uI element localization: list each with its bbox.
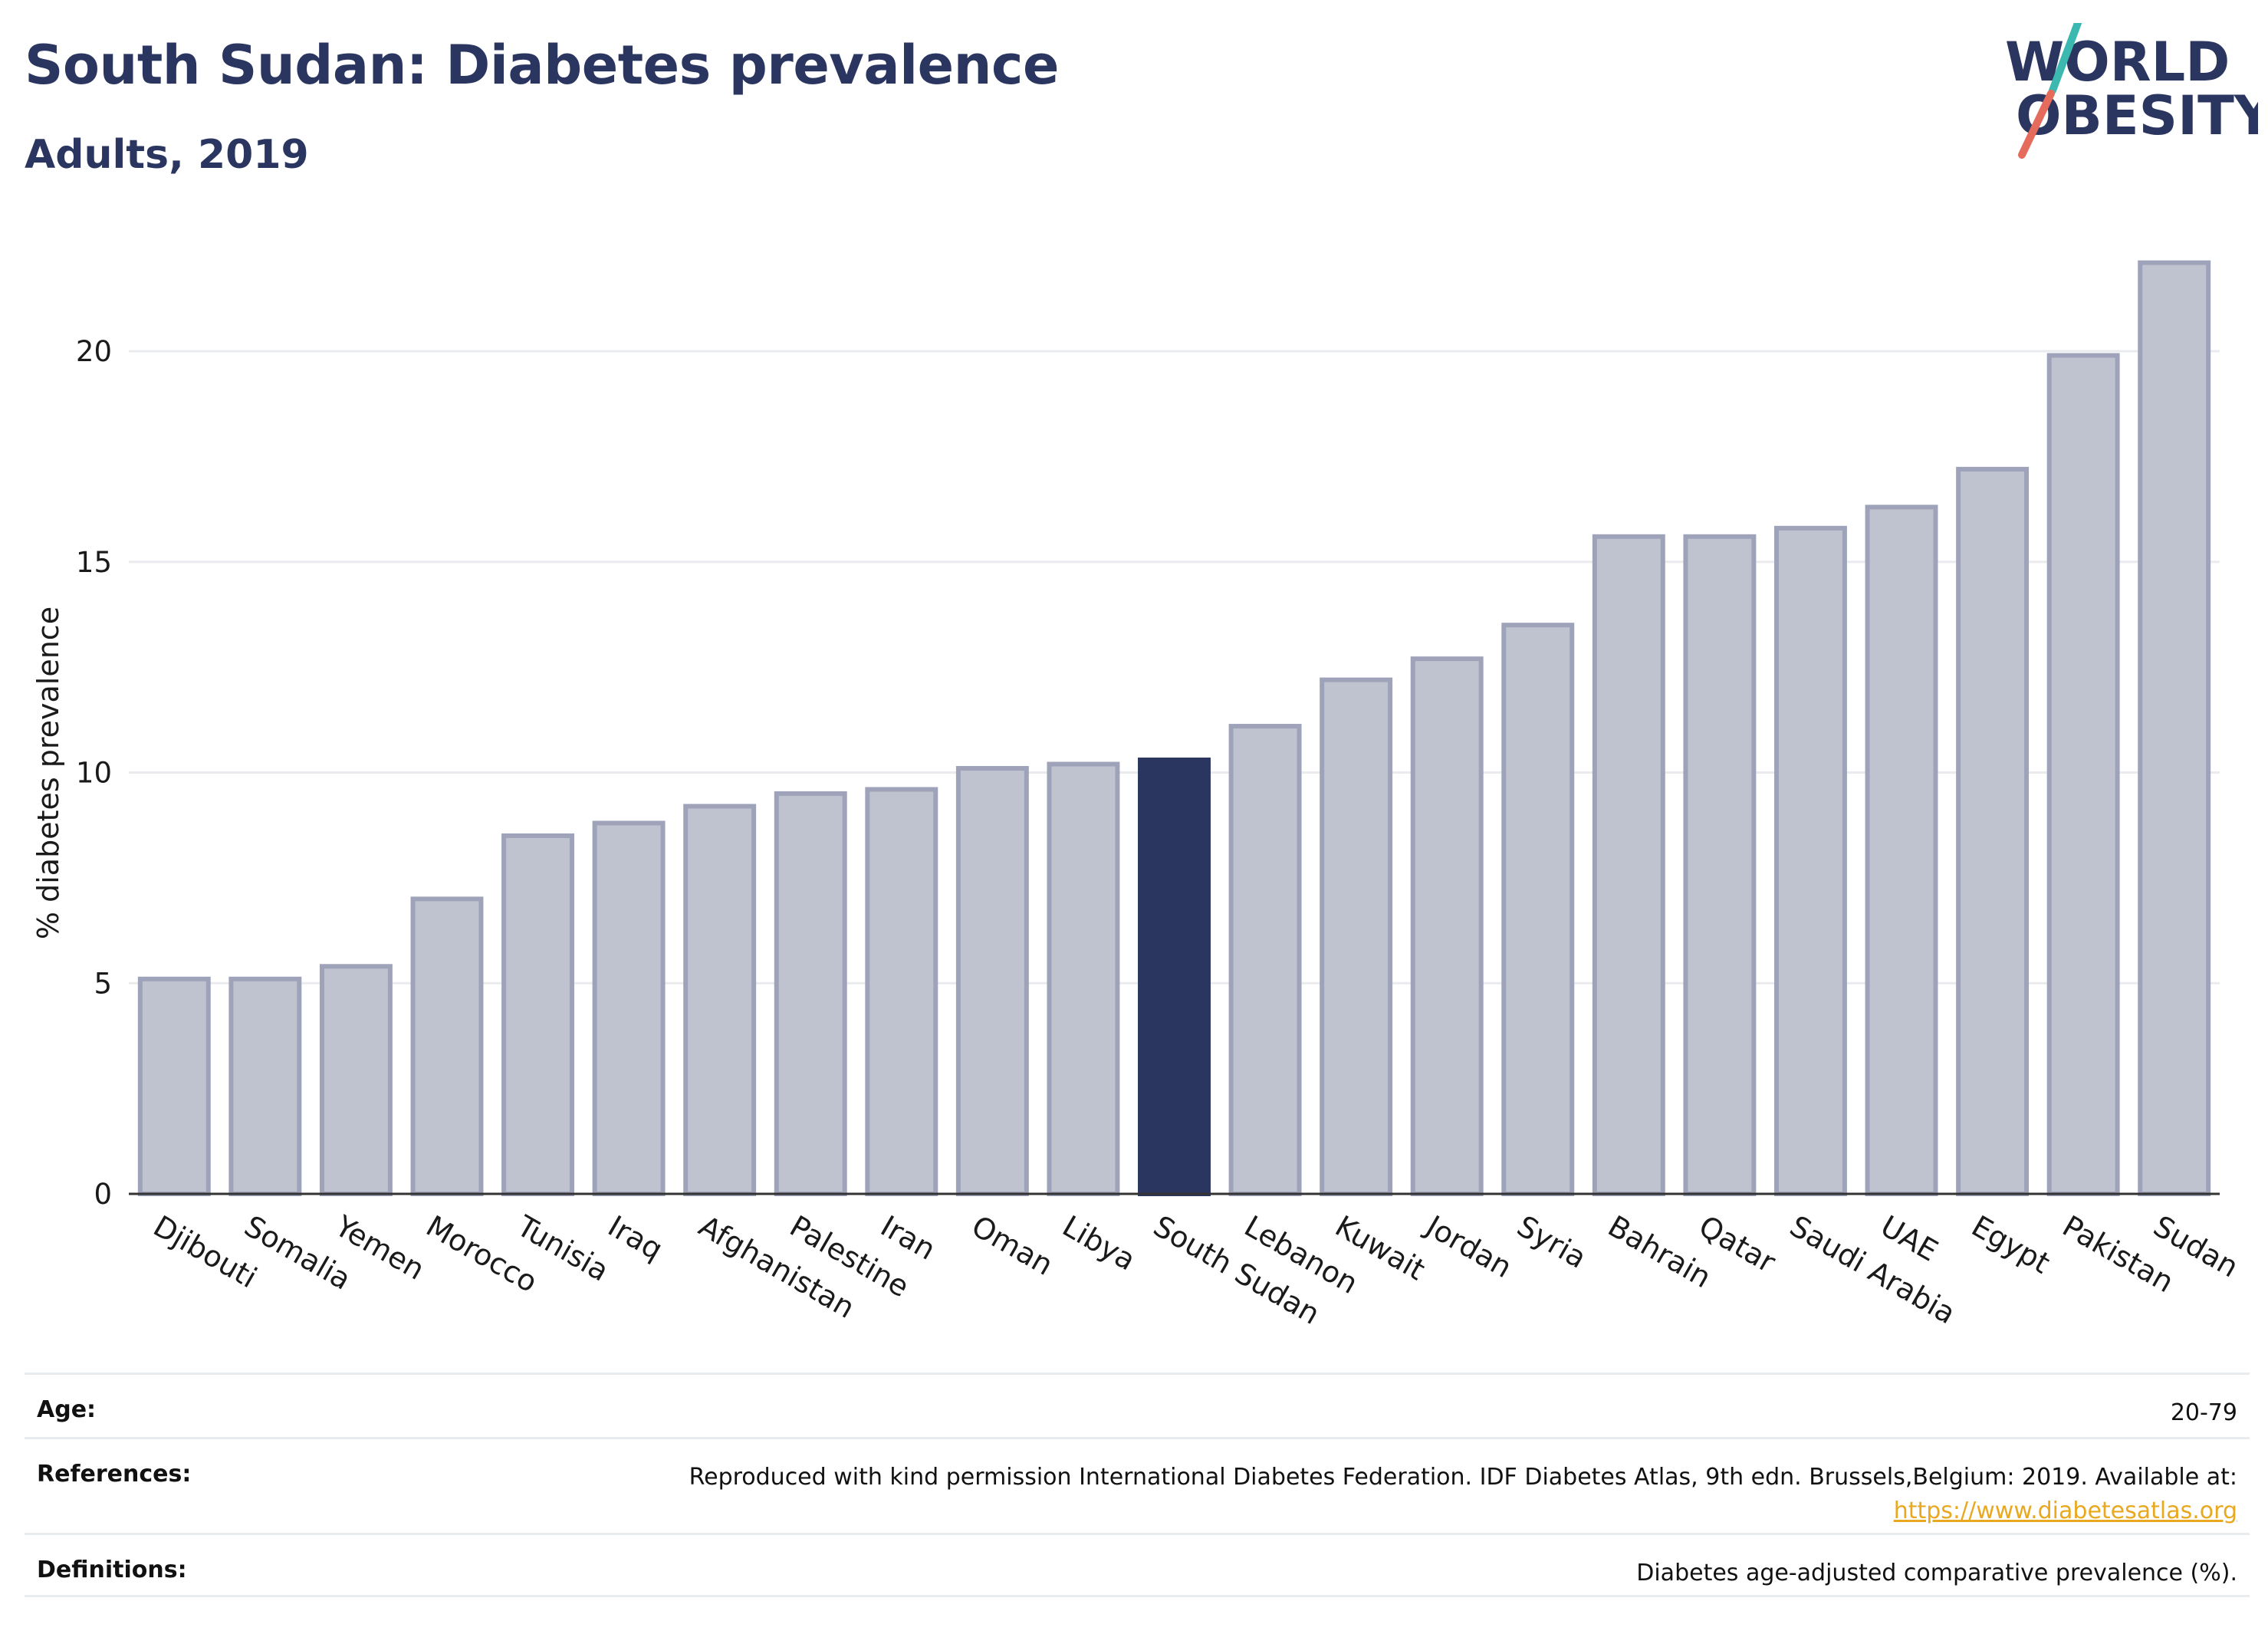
- x-tick-label: Djibouti: [148, 1209, 263, 1295]
- references-label: References:: [37, 1461, 192, 1488]
- bar-jordan: [1410, 656, 1484, 1196]
- bar-south-sudan: [1138, 758, 1211, 1196]
- logo-slash-top: [2049, 23, 2082, 94]
- bar-afghanistan: [683, 804, 757, 1196]
- logo-text-obesity: OBESITY: [2016, 84, 2258, 147]
- logo-text-world: WORLD: [2005, 31, 2230, 94]
- bar-iraq: [592, 820, 666, 1196]
- x-tick-label: Syria: [1511, 1209, 1592, 1275]
- age-label: Age:: [37, 1396, 97, 1423]
- age-value: 20-79: [2170, 1399, 2237, 1426]
- x-tick-label: Saudi Arabia: [1784, 1209, 1961, 1331]
- bar-sudan: [2138, 260, 2211, 1197]
- bars: [137, 260, 2211, 1197]
- bar-uae: [1865, 505, 1938, 1196]
- x-tick-label: Bahrain: [1602, 1209, 1717, 1295]
- bar-yemen: [319, 964, 393, 1197]
- references-text: Reproduced with kind permission Internat…: [689, 1464, 2237, 1491]
- bar-pakistan: [2046, 353, 2120, 1196]
- info-row-age: Age: 20-79: [25, 1373, 2250, 1437]
- bar-bahrain: [1592, 534, 1665, 1196]
- y-tick-label: 10: [76, 757, 112, 790]
- bar-oman: [955, 766, 1029, 1196]
- x-tick-label: Libya: [1057, 1209, 1141, 1277]
- bar-syria: [1501, 623, 1575, 1196]
- bar-iran: [865, 787, 938, 1196]
- info-row-definitions: Definitions: Diabetes age-adjusted compa…: [25, 1533, 2250, 1597]
- y-tick-label: 0: [94, 1178, 112, 1211]
- bar-somalia: [228, 976, 302, 1196]
- definitions-label: Definitions:: [37, 1557, 187, 1583]
- bar-tunisia: [501, 833, 575, 1197]
- references-link[interactable]: https://www.diabetesatlas.org: [1893, 1498, 2237, 1524]
- x-tick-label: Egypt: [1966, 1209, 2056, 1281]
- info-table: Age: 20-79 References: Reproduced with k…: [25, 1373, 2250, 1597]
- info-row-references: References: Reproduced with kind permiss…: [25, 1437, 2250, 1533]
- bar-morocco: [410, 896, 484, 1196]
- bar-qatar: [1683, 534, 1757, 1196]
- x-tick-label: Oman: [966, 1209, 1059, 1282]
- bar-palestine: [774, 791, 847, 1196]
- references-value: Reproduced with kind permission Internat…: [689, 1461, 2237, 1528]
- bar-lebanon: [1228, 724, 1302, 1196]
- world-obesity-logo: WORLD OBESITY: [2005, 23, 2258, 159]
- y-axis-ticks: 0 5 10 15 20: [76, 335, 112, 1211]
- bar-chart: 0 5 10 15 20 DjiboutiSomaliaYemenMoroccoTuni…: [31, 260, 2244, 1331]
- y-axis-title: % diabetes prevalence: [31, 607, 65, 939]
- y-tick-label: 20: [76, 335, 112, 368]
- bar-egypt: [1956, 466, 2030, 1196]
- bar-libya: [1047, 761, 1120, 1196]
- y-tick-label: 15: [76, 546, 112, 579]
- bar-djibouti: [137, 976, 211, 1196]
- page-subtitle: Adults, 2019: [25, 132, 309, 178]
- y-tick-label: 5: [94, 967, 112, 1000]
- x-tick-label: Jordan: [1419, 1208, 1517, 1285]
- bar-saudi-arabia: [1773, 525, 1847, 1196]
- page-title: South Sudan: Diabetes prevalence: [25, 34, 1059, 97]
- bar-kuwait: [1320, 677, 1393, 1196]
- logo-slash-bottom: [2018, 90, 2055, 159]
- definitions-value: Diabetes age-adjusted comparative preval…: [1636, 1560, 2237, 1586]
